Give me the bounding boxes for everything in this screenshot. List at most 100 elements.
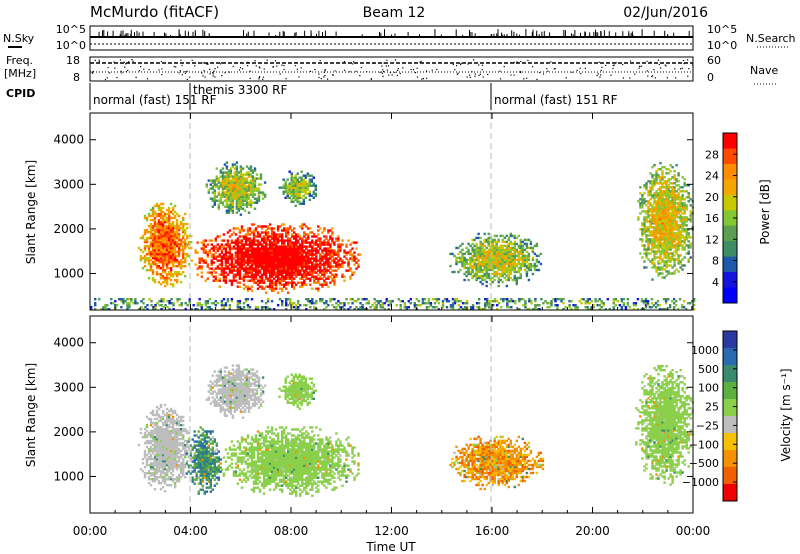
heatmap-cell — [254, 263, 258, 266]
heatmap-cell — [451, 306, 455, 309]
heatmap-cell — [210, 259, 213, 262]
heatmap-cell — [246, 253, 250, 256]
heatmap-cell — [302, 182, 305, 185]
heatmap-cell — [260, 259, 264, 262]
heatmap-cell — [467, 270, 470, 274]
freq-dot — [202, 75, 204, 77]
freq-dot — [600, 74, 602, 76]
heatmap-cell — [278, 277, 282, 280]
heatmap-cell — [274, 243, 278, 246]
heatmap-cell — [210, 255, 213, 258]
heatmap-cell — [580, 298, 583, 301]
heatmap-cell — [509, 270, 512, 274]
heatmap-cell — [657, 226, 660, 229]
heatmap-cell — [161, 246, 165, 250]
heatmap-cell — [228, 253, 232, 256]
heatmap-cell — [165, 238, 169, 242]
heatmap-cell — [232, 277, 236, 280]
heatmap-cell — [319, 245, 322, 248]
heatmap-cell — [643, 200, 646, 203]
heatmap-cell — [224, 255, 228, 258]
heatmap-cell — [665, 218, 668, 221]
heatmap-cell — [521, 260, 524, 264]
heatmap-cell — [309, 259, 312, 262]
heatmap-cell — [145, 259, 149, 262]
heatmap-cell — [359, 253, 362, 256]
heatmap-cell — [461, 264, 464, 268]
heatmap-cell — [270, 300, 274, 303]
freq-dot — [385, 65, 387, 67]
heatmap-cell — [471, 242, 474, 246]
heatmap-cell — [239, 169, 243, 172]
heatmap-cell — [126, 306, 129, 309]
heatmap-cell — [148, 298, 151, 301]
heatmap-cell — [169, 234, 173, 238]
heatmap-cell — [264, 243, 268, 246]
heatmap-cell — [287, 239, 290, 242]
heatmap-cell — [230, 261, 234, 264]
heatmap-cell — [540, 298, 543, 301]
heatmap-cell — [653, 230, 656, 233]
heatmap-cell — [500, 306, 503, 309]
heatmap-cell — [667, 232, 670, 235]
heatmap-cell — [167, 257, 171, 260]
heatmap-cell — [329, 245, 332, 248]
heatmap-cell — [499, 274, 502, 278]
heatmap-cell — [173, 259, 177, 262]
heatmap-cell — [377, 300, 380, 303]
heatmap-cell — [333, 269, 336, 272]
heatmap-cell — [321, 273, 324, 276]
heatmap-cell — [649, 218, 652, 221]
freq-dot — [554, 68, 556, 70]
heatmap-cell — [161, 269, 165, 272]
heatmap-cell — [155, 230, 159, 234]
heatmap-cell — [487, 236, 490, 240]
heatmap-cell — [473, 254, 476, 258]
heatmap-cell — [509, 232, 512, 236]
heatmap-cell — [463, 272, 466, 276]
heatmap-cell — [296, 192, 299, 195]
heatmap-cell — [503, 262, 506, 266]
heatmap-cell — [655, 206, 658, 209]
heatmap-cell — [172, 302, 175, 305]
heatmap-cell — [496, 304, 499, 307]
heatmap-cell — [524, 300, 527, 303]
heatmap-cell — [149, 240, 153, 244]
heatmap-cell — [167, 226, 171, 230]
heatmap-cell — [665, 184, 668, 187]
heatmap-cell — [239, 173, 243, 176]
heatmap-cell — [515, 248, 518, 252]
heatmap-cell — [685, 206, 688, 209]
heatmap-cell — [315, 265, 318, 268]
heatmap-cell — [274, 273, 278, 276]
heatmap-cell — [235, 195, 239, 198]
heatmap-cell — [298, 190, 301, 193]
heatmap-cell — [165, 226, 169, 230]
heatmap-cell — [276, 241, 280, 244]
heatmap-cell — [272, 281, 276, 284]
freq-dot — [131, 59, 133, 61]
heatmap-cell — [158, 304, 161, 307]
heatmap-cell — [670, 300, 674, 303]
heatmap-cell — [250, 253, 254, 256]
heatmap-cell — [294, 194, 297, 197]
heatmap-cell — [662, 298, 666, 301]
heatmap-cell — [645, 236, 648, 239]
heatmap-cell — [159, 236, 163, 240]
heatmap-cell — [241, 191, 245, 194]
heatmap-cell — [357, 298, 360, 301]
heatmap-cell — [477, 258, 480, 262]
heatmap-cell — [645, 228, 648, 231]
heatmap-cell — [186, 255, 189, 258]
heatmap-cell — [262, 251, 266, 254]
heatmap-cell — [419, 304, 422, 307]
heatmap-cell — [225, 177, 229, 180]
heatmap-cell — [681, 220, 684, 223]
heatmap-cell — [467, 278, 470, 282]
heatmap-cell — [507, 246, 510, 250]
heatmap-cell — [303, 255, 306, 258]
heatmap-cell — [667, 228, 670, 231]
heatmap-cell — [272, 273, 276, 276]
heatmap-cell — [240, 253, 244, 256]
heatmap-cell — [673, 218, 676, 221]
